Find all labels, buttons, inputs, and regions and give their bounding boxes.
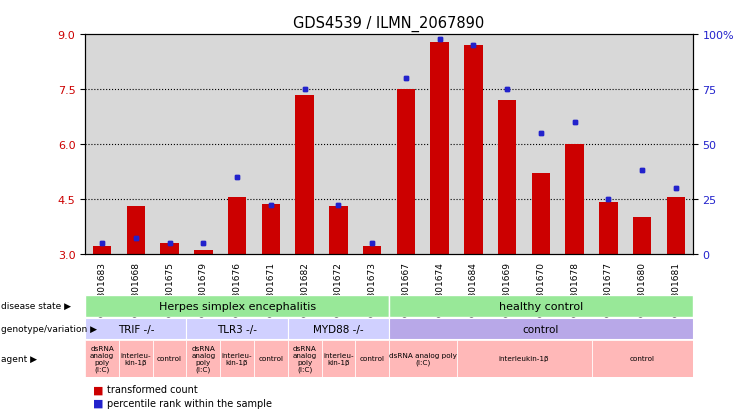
Text: interleu-
kin-1β: interleu- kin-1β <box>222 352 253 365</box>
Bar <box>119 35 153 254</box>
Bar <box>262 205 280 254</box>
Bar <box>565 145 584 254</box>
Bar <box>431 43 449 254</box>
Bar <box>85 295 389 317</box>
Bar <box>599 203 618 254</box>
Bar <box>431 43 449 254</box>
Bar <box>254 35 288 254</box>
Text: transformed count: transformed count <box>107 385 198 394</box>
Bar <box>288 318 389 339</box>
Text: ■: ■ <box>93 398 103 408</box>
Bar <box>288 35 322 254</box>
Text: control: control <box>259 356 283 361</box>
Text: control: control <box>157 356 182 361</box>
Text: interleukin-1β: interleukin-1β <box>499 356 549 361</box>
Bar <box>389 295 693 317</box>
Bar <box>85 318 187 339</box>
Bar <box>153 35 187 254</box>
Bar <box>396 90 415 254</box>
Bar <box>227 197 247 254</box>
Text: control: control <box>522 324 559 334</box>
Text: agent ▶: agent ▶ <box>1 354 37 363</box>
Text: control: control <box>359 356 385 361</box>
Bar <box>363 247 382 254</box>
Bar <box>160 243 179 254</box>
Text: TRIF -/-: TRIF -/- <box>118 324 154 334</box>
Bar <box>363 247 382 254</box>
Text: dsRNA analog poly
(I:C): dsRNA analog poly (I:C) <box>389 352 456 365</box>
Bar <box>220 340 254 377</box>
Bar <box>85 35 119 254</box>
Text: Herpes simplex encephalitis: Herpes simplex encephalitis <box>159 301 316 311</box>
Bar <box>531 174 551 254</box>
Bar <box>659 35 693 254</box>
Bar <box>93 247 111 254</box>
Bar <box>524 35 558 254</box>
Text: dsRNA
analog
poly
(I:C): dsRNA analog poly (I:C) <box>191 345 216 372</box>
Bar <box>288 340 322 377</box>
Text: ■: ■ <box>93 385 103 394</box>
Bar <box>254 340 288 377</box>
Text: control: control <box>630 356 655 361</box>
Bar <box>322 35 355 254</box>
Title: GDS4539 / ILMN_2067890: GDS4539 / ILMN_2067890 <box>293 16 485 32</box>
Bar <box>93 247 111 254</box>
Bar <box>194 250 213 254</box>
Bar <box>329 206 348 254</box>
Bar <box>565 145 584 254</box>
Bar <box>127 206 145 254</box>
Text: MYD88 -/-: MYD88 -/- <box>313 324 364 334</box>
Text: interleu-
kin-1β: interleu- kin-1β <box>323 352 353 365</box>
Bar <box>558 35 591 254</box>
Text: interleu-
kin-1β: interleu- kin-1β <box>121 352 151 365</box>
Bar <box>194 250 213 254</box>
Bar <box>625 35 659 254</box>
Bar <box>389 340 456 377</box>
Bar <box>187 35 220 254</box>
Bar <box>599 203 618 254</box>
Bar <box>456 340 591 377</box>
Bar <box>262 205 280 254</box>
Bar <box>531 174 551 254</box>
Bar <box>85 340 119 377</box>
Bar <box>464 46 482 254</box>
Text: dsRNA
analog
poly
(I:C): dsRNA analog poly (I:C) <box>293 345 316 372</box>
Text: dsRNA
analog
poly
(I:C): dsRNA analog poly (I:C) <box>90 345 114 372</box>
Bar <box>498 101 516 254</box>
Bar <box>389 35 423 254</box>
Bar <box>498 101 516 254</box>
Bar <box>119 340 153 377</box>
Bar <box>187 318 288 339</box>
Text: genotype/variation ▶: genotype/variation ▶ <box>1 324 97 333</box>
Bar <box>296 95 314 254</box>
Bar <box>296 95 314 254</box>
Bar <box>187 340 220 377</box>
Bar <box>464 46 482 254</box>
Bar <box>423 35 456 254</box>
Bar <box>322 340 355 377</box>
Text: percentile rank within the sample: percentile rank within the sample <box>107 398 273 408</box>
Text: disease state ▶: disease state ▶ <box>1 301 70 311</box>
Bar <box>160 243 179 254</box>
Bar <box>491 35 524 254</box>
Bar <box>591 340 693 377</box>
Bar <box>633 218 651 254</box>
Text: healthy control: healthy control <box>499 301 583 311</box>
Bar <box>127 206 145 254</box>
Bar <box>396 90 415 254</box>
Bar <box>667 197 685 254</box>
Bar <box>153 340 187 377</box>
Bar <box>355 35 389 254</box>
Bar <box>667 197 685 254</box>
Text: TLR3 -/-: TLR3 -/- <box>217 324 257 334</box>
Bar <box>329 206 348 254</box>
Bar <box>633 218 651 254</box>
Bar <box>456 35 491 254</box>
Bar <box>355 340 389 377</box>
Bar <box>591 35 625 254</box>
Bar <box>227 197 247 254</box>
Bar <box>220 35 254 254</box>
Bar <box>389 318 693 339</box>
